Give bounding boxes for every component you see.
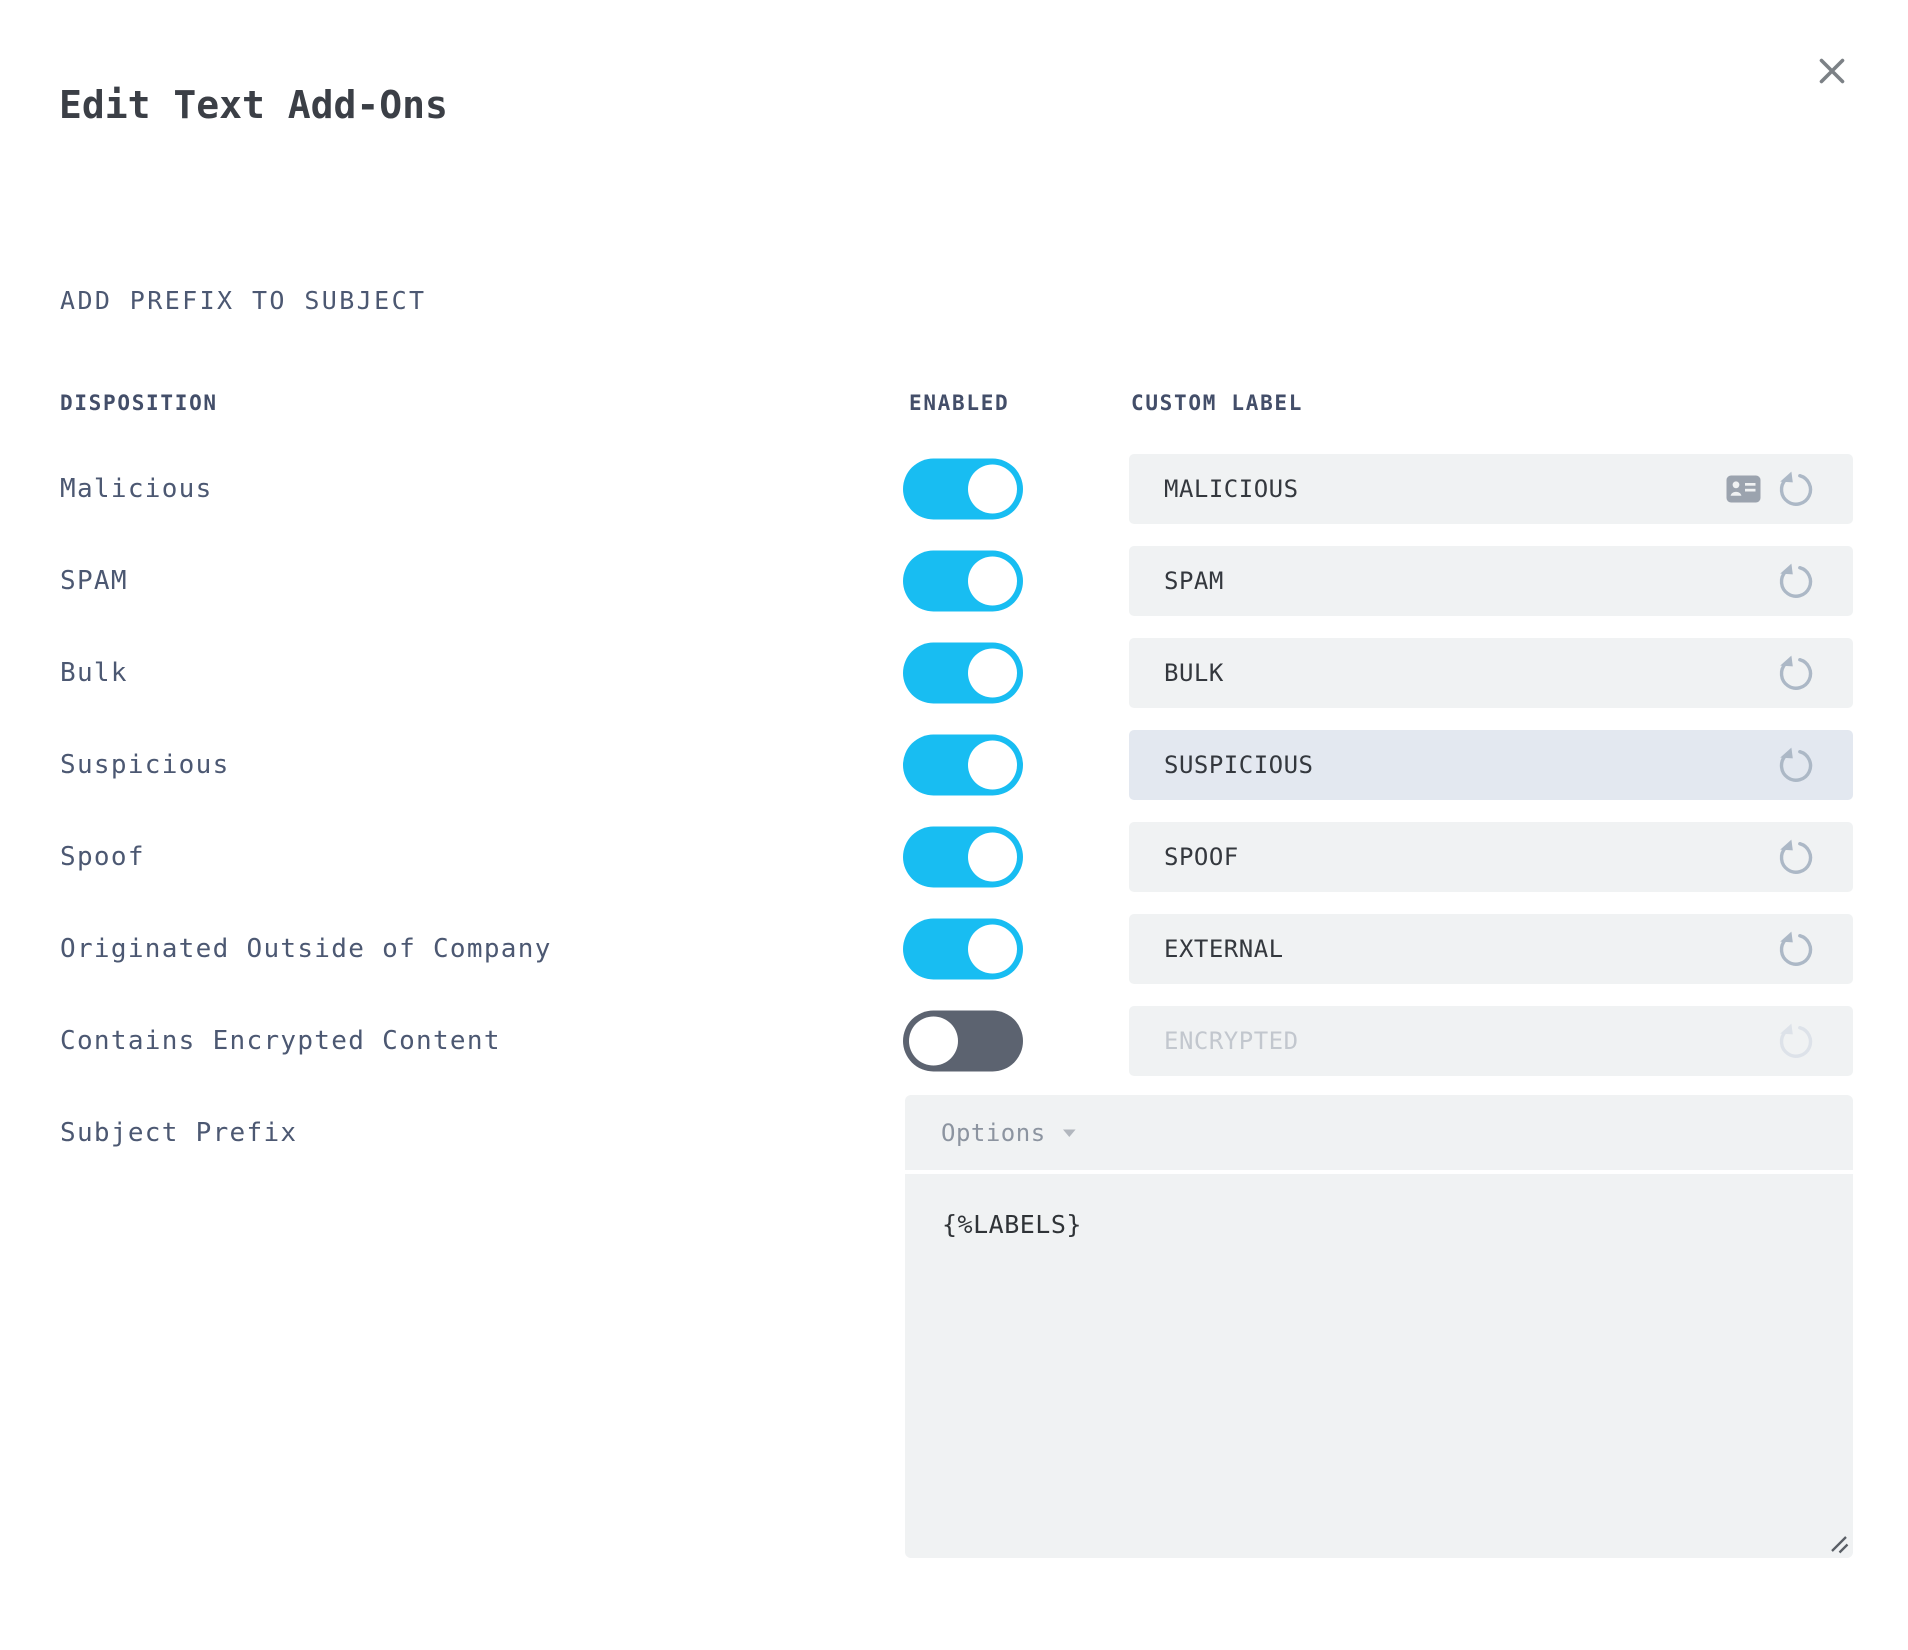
toggle-knob — [968, 556, 1017, 606]
enabled-toggle[interactable] — [903, 734, 1023, 796]
section-heading: ADD PREFIX TO SUBJECT — [60, 286, 427, 315]
enabled-toggle[interactable] — [903, 918, 1023, 980]
disposition-label: Suspicious — [60, 750, 230, 780]
enabled-toggle[interactable] — [903, 642, 1023, 704]
row-suspicious: Suspicious — [0, 719, 1908, 811]
undo-icon[interactable] — [1775, 560, 1817, 602]
custom-label-field — [1129, 730, 1853, 800]
row-malicious: Malicious — [0, 443, 1908, 535]
undo-icon[interactable] — [1775, 836, 1817, 878]
caret-down-icon — [1062, 1128, 1077, 1138]
disposition-label: SPAM — [60, 566, 128, 596]
custom-label-field — [1129, 914, 1853, 984]
toggle-knob — [968, 740, 1017, 790]
custom-label-field — [1129, 1006, 1853, 1076]
custom-label-input[interactable] — [1129, 546, 1853, 616]
custom-label-input[interactable] — [1129, 730, 1853, 800]
close-button[interactable] — [1806, 45, 1858, 97]
disposition-label: Bulk — [60, 658, 128, 688]
options-dropdown-label: Options — [941, 1118, 1046, 1147]
subject-prefix-textarea[interactable]: {%LABELS} — [905, 1174, 1853, 1558]
toggle-knob — [968, 924, 1017, 974]
page-title: Edit Text Add-Ons — [59, 83, 448, 128]
undo-icon[interactable] — [1775, 744, 1817, 786]
enabled-toggle[interactable] — [903, 458, 1023, 520]
custom-label-input[interactable] — [1129, 914, 1853, 984]
enabled-toggle[interactable] — [903, 1010, 1023, 1072]
disposition-label: Contains Encrypted Content — [60, 1026, 501, 1056]
subject-prefix-label: Subject Prefix — [60, 1118, 298, 1148]
custom-label-field — [1129, 546, 1853, 616]
column-header-enabled: ENABLED — [909, 391, 1010, 415]
disposition-label: Originated Outside of Company — [60, 934, 552, 964]
row-contains-encrypted: Contains Encrypted Content — [0, 995, 1908, 1087]
column-header-disposition: DISPOSITION — [60, 391, 218, 415]
custom-label-field — [1129, 454, 1853, 524]
disposition-label: Spoof — [60, 842, 145, 872]
toggle-knob — [968, 832, 1017, 882]
row-bulk: Bulk — [0, 627, 1908, 719]
undo-icon[interactable] — [1775, 1020, 1817, 1062]
toggle-knob — [968, 464, 1017, 514]
custom-label-field — [1129, 638, 1853, 708]
undo-icon[interactable] — [1775, 468, 1817, 510]
disposition-label: Malicious — [60, 474, 213, 504]
resize-handle-icon[interactable] — [1829, 1534, 1849, 1554]
subject-prefix-editor: {%LABELS} — [905, 1174, 1853, 1558]
toggle-knob — [968, 648, 1017, 698]
custom-label-field — [1129, 822, 1853, 892]
custom-label-input[interactable] — [1129, 1006, 1853, 1076]
row-spoof: Spoof — [0, 811, 1908, 903]
custom-label-input[interactable] — [1129, 822, 1853, 892]
custom-label-input[interactable] — [1129, 638, 1853, 708]
close-icon — [1817, 56, 1847, 86]
options-dropdown[interactable]: Options — [905, 1095, 1853, 1170]
toggle-knob — [909, 1016, 958, 1066]
undo-icon[interactable] — [1775, 928, 1817, 970]
undo-icon[interactable] — [1775, 652, 1817, 694]
enabled-toggle[interactable] — [903, 550, 1023, 612]
row-originated-outside: Originated Outside of Company — [0, 903, 1908, 995]
row-spam: SPAM — [0, 535, 1908, 627]
column-header-custom-label: CUSTOM LABEL — [1131, 391, 1304, 415]
contact-card-icon — [1726, 475, 1761, 503]
enabled-toggle[interactable] — [903, 826, 1023, 888]
